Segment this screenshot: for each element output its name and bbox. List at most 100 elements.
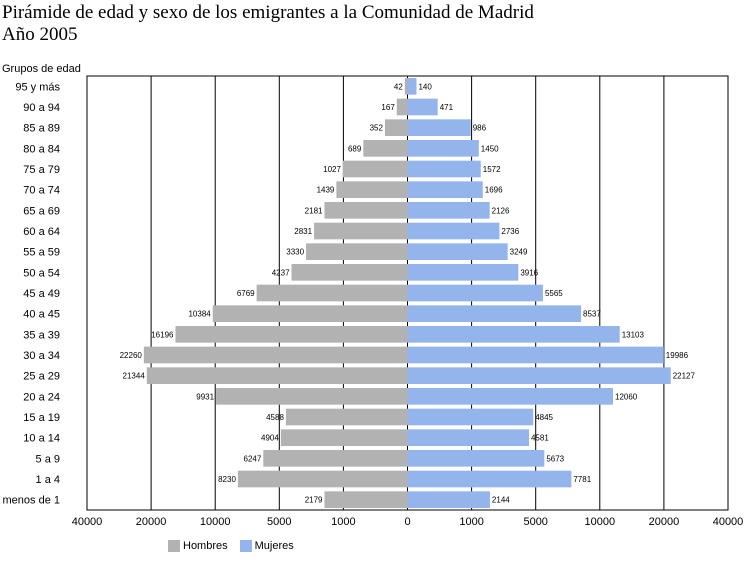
bar-hombres-5-a-9: [263, 450, 408, 467]
value-label-hombres-menos-de-1: 2179: [305, 496, 323, 505]
bar-hombres-90-a-94: [396, 98, 408, 116]
x-tick-label: 20000: [649, 516, 680, 528]
category-label-15-a-19: 15 a 19: [23, 412, 60, 424]
bar-hombres-1-a-4: [237, 470, 408, 488]
bar-mujeres-55-a-59: [407, 243, 508, 260]
value-label-hombres-60-a-64: 2831: [294, 227, 312, 236]
value-label-mujeres-30-a-34: 19986: [666, 351, 689, 360]
bar-hombres-30-a-34: [143, 346, 408, 364]
bar-hombres-menos-de-1: [324, 491, 408, 508]
bar-mujeres-90-a-94: [407, 98, 438, 116]
value-label-mujeres-45-a-49: 5565: [545, 289, 563, 298]
value-label-mujeres-75-a-79: 1572: [483, 165, 501, 174]
bar-mujeres-35-a-39: [407, 326, 620, 343]
bar-hombres-20-a-24: [216, 388, 408, 405]
value-label-hombres-10-a-14: 4904: [261, 434, 279, 443]
value-label-mujeres-60-a-64: 2736: [501, 227, 519, 236]
bar-hombres-35-a-39: [175, 326, 408, 343]
x-tick-label: 20000: [136, 516, 167, 528]
bar-mujeres-70-a-74: [407, 181, 483, 198]
category-label-50-a-54: 50 a 54: [23, 267, 60, 279]
value-label-mujeres-35-a-39: 13103: [622, 330, 645, 339]
x-tick-label: 10000: [585, 516, 616, 528]
value-label-mujeres-10-a-14: 4581: [531, 434, 549, 443]
value-label-hombres-5-a-9: 6247: [244, 454, 262, 463]
category-label-60-a-64: 60 a 64: [23, 226, 60, 238]
legend-swatch-mujeres: [239, 540, 252, 552]
category-label-1-a-4: 1 a 4: [36, 474, 60, 486]
chart-title: Pirámide de edad y sexo de los emigrante…: [2, 2, 534, 46]
value-label-hombres-30-a-34: 22260: [120, 351, 143, 360]
value-label-mujeres-55-a-59: 3249: [510, 248, 528, 257]
x-tick-label: 1000: [331, 516, 355, 528]
x-tick-labels: 40000 20000 10000 5000 1000 0 1000 5000 10000 200…: [72, 516, 744, 528]
x-tick-label: 1000: [459, 516, 483, 528]
bar-mujeres-5-a-9: [407, 450, 545, 467]
value-label-hombres-1-a-4: 8230: [218, 475, 236, 484]
value-label-mujeres-95-y-mas: 140: [418, 82, 432, 91]
bar-mujeres-85-a-89: [407, 119, 471, 136]
value-label-hombres-90-a-94: 167: [381, 103, 395, 112]
bar-mujeres-30-a-34: [407, 346, 664, 364]
bar-mujeres-45-a-49: [407, 284, 543, 302]
bar-mujeres-15-a-19: [407, 408, 534, 426]
bar-hombres-70-a-74: [336, 181, 408, 198]
value-label-hombres-80-a-84: 689: [348, 144, 362, 153]
x-tick-label: 5000: [267, 516, 291, 528]
bar-hombres-50-a-54: [291, 264, 408, 281]
bar-mujeres-10-a-14: [407, 429, 529, 446]
value-label-mujeres-menos-de-1: 2144: [492, 496, 510, 505]
bar-hombres-55-a-59: [306, 243, 408, 260]
value-label-hombres-20-a-24: 9931: [196, 392, 214, 401]
category-label-65-a-69: 65 a 69: [23, 205, 60, 217]
bars: 42 140 167 471 352 986 689 1450 1027 1572 1439 1696…: [120, 78, 696, 508]
x-tick-label: 5000: [523, 516, 547, 528]
category-label-menos-de-1: menos de 1: [3, 495, 60, 507]
category-label-30-a-34: 30 a 34: [23, 350, 60, 362]
value-label-mujeres-80-a-84: 1450: [481, 144, 499, 153]
bar-hombres-95-y-mas: [404, 78, 408, 95]
bar-mujeres-20-a-24: [407, 388, 614, 405]
bar-mujeres-95-y-mas: [407, 78, 417, 95]
x-tick-label: 10000: [200, 516, 231, 528]
value-label-mujeres-15-a-19: 4845: [535, 413, 553, 422]
bar-hombres-60-a-64: [314, 222, 408, 240]
category-label-80-a-84: 80 a 84: [23, 143, 60, 155]
y-axis-label: Grupos de edad: [2, 63, 81, 75]
x-tick-label: 40000: [72, 516, 103, 528]
legend-item-mujeres: Mujeres: [239, 540, 294, 552]
x-tick-label: 40000: [713, 516, 744, 528]
value-label-hombres-55-a-59: 3330: [286, 248, 304, 257]
legend-label-mujeres: Mujeres: [254, 540, 294, 552]
category-label-40-a-45: 40 a 45: [23, 309, 60, 321]
value-label-mujeres-65-a-69: 2126: [492, 206, 510, 215]
category-label-70-a-74: 70 a 74: [23, 185, 60, 197]
category-label-95-y-mas: 95 y más: [15, 81, 60, 93]
bar-hombres-45-a-49: [256, 284, 408, 302]
bar-mujeres-1-a-4: [407, 470, 572, 488]
bar-hombres-10-a-14: [280, 429, 408, 446]
bar-mujeres-75-a-79: [407, 160, 481, 178]
bar-hombres-15-a-19: [285, 408, 408, 426]
category-label-55-a-59: 55 a 59: [23, 247, 60, 259]
legend-item-hombres: Hombres: [168, 540, 228, 552]
x-tick-label: 0: [404, 516, 410, 528]
value-label-hombres-40-a-45: 10384: [188, 310, 211, 319]
category-label-85-a-89: 85 a 89: [23, 123, 60, 135]
category-label-20-a-24: 20 a 24: [23, 391, 60, 403]
category-label-90-a-94: 90 a 94: [23, 102, 60, 114]
category-label-5-a-9: 5 a 9: [36, 453, 60, 465]
category-label-45-a-49: 45 a 49: [23, 288, 60, 300]
bar-mujeres-40-a-45: [407, 305, 582, 322]
bar-hombres-75-a-79: [342, 160, 408, 178]
bar-hombres-85-a-89: [384, 119, 408, 136]
value-label-hombres-70-a-74: 1439: [317, 186, 335, 195]
category-label-25-a-29: 25 a 29: [23, 371, 60, 383]
value-label-mujeres-70-a-74: 1696: [485, 186, 503, 195]
bar-hombres-40-a-45: [212, 305, 408, 322]
value-label-hombres-85-a-89: 352: [370, 124, 384, 133]
bar-mujeres-menos-de-1: [407, 491, 490, 508]
chart-title-line-1: Pirámide de edad y sexo de los emigrante…: [2, 2, 534, 23]
category-labels: 95 y más 90 a 94 85 a 89 80 a 84 75 a 79 70 a…: [3, 81, 61, 506]
